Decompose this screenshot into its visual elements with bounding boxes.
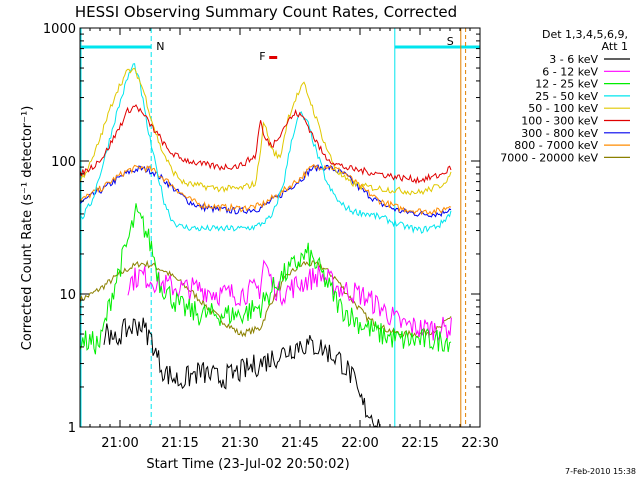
- series-line-12-25keV: [79, 203, 452, 355]
- series-layer: [79, 63, 452, 428]
- legend-label: 100 - 300 keV: [521, 115, 598, 128]
- x-tick-label: 21:00: [101, 436, 138, 451]
- n-marker-label: N: [156, 40, 164, 53]
- legend-label: 12 - 25 keV: [535, 78, 598, 91]
- legend-label: 7000 - 20000 keV: [500, 151, 598, 164]
- x-tick-label: 22:30: [461, 436, 498, 451]
- x-axis-label: Start Time (23-Jul-02 20:50:02): [146, 457, 349, 472]
- f-marker-bar: [269, 56, 278, 59]
- legend-label: 25 - 50 keV: [535, 90, 598, 103]
- legend-label: 3 - 6 keV: [549, 53, 598, 66]
- x-tick-label: 21:15: [161, 436, 198, 451]
- y-axis-label: Corrected Count Rate (s⁻¹ detector⁻¹): [20, 106, 35, 351]
- legend-label: 800 - 7000 keV: [514, 139, 598, 152]
- plot-frame: [79, 27, 481, 428]
- series-line-50-100keV: [79, 67, 452, 196]
- legend-label: 6 - 12 keV: [542, 65, 598, 78]
- y-tick-label: 10: [59, 288, 76, 303]
- series-line-6-12keV: [127, 259, 452, 342]
- marker-layer: N F S: [80, 28, 480, 427]
- s-marker-label: S: [447, 35, 454, 48]
- series-line-800-7000keV: [79, 163, 452, 216]
- legend-label: 50 - 100 keV: [528, 102, 598, 115]
- f-marker-label: F: [259, 50, 265, 63]
- y-tick-label: 100: [51, 155, 76, 170]
- series-line-3-6keV: [103, 317, 381, 428]
- x-tick-label: 22:15: [401, 436, 438, 451]
- legend-header-det: Det 1,3,4,5,6,9,: [542, 28, 628, 41]
- chart-title: HESSI Observing Summary Count Rates, Cor…: [75, 3, 457, 21]
- footer-timestamp: 7-Feb-2010 15:38: [565, 467, 636, 476]
- x-tick-label: 21:30: [221, 436, 258, 451]
- x-tick-label: 22:00: [341, 436, 378, 451]
- axes-layer: 1 10 100 1000 21:00 21:15 21:30 21:45 22:00 22:15…: [43, 22, 499, 451]
- series-line-100-300keV: [79, 104, 452, 185]
- legend-label: 300 - 800 keV: [521, 127, 598, 140]
- series-line-25-50keV: [79, 63, 452, 234]
- legend-header-att: Att 1: [602, 40, 628, 53]
- y-tick-label: 1000: [43, 22, 76, 37]
- y-tick-label: 1: [68, 421, 76, 436]
- x-tick-label: 21:45: [281, 436, 318, 451]
- series-line-7000-20000keV: [79, 259, 452, 339]
